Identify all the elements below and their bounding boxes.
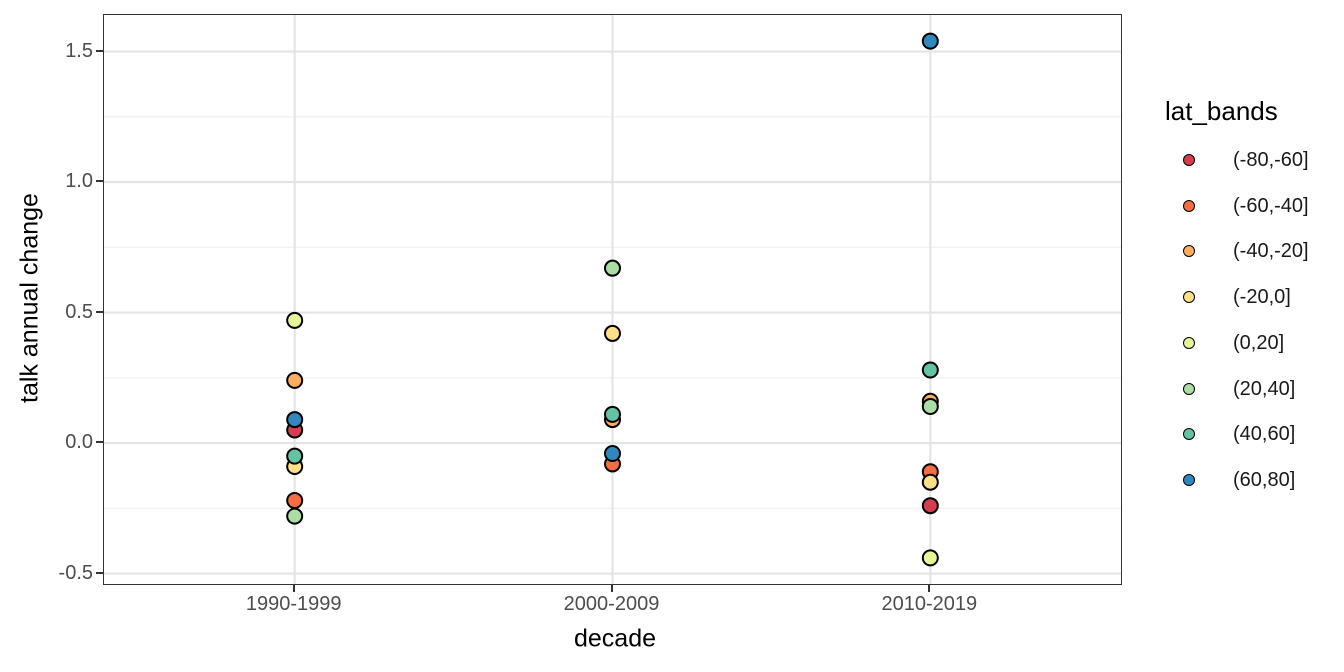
legend-item-label: (-20,0] [1233,286,1291,309]
plot-panel [103,14,1122,585]
x-tick-mark [292,584,295,592]
y-tick-mark [96,180,103,183]
data-point [286,491,304,509]
legend-key-icon [1183,291,1195,304]
legend-key-icon [1183,382,1195,395]
legend-item-label: (20,40] [1233,377,1296,400]
y-tick-mark [96,441,103,444]
legend-item: (40,60] [1165,422,1340,446]
legend-item: (-40,-20] [1165,239,1340,263]
legend-item: (-20,0] [1165,285,1340,309]
legend-title: lat_bands [1165,96,1278,126]
legend-key-icon [1183,154,1195,166]
y-tick-label: 1.0 [65,170,93,193]
plot-canvas [104,15,1121,584]
data-point [921,32,939,50]
legend: lat_bands (-80,-60] (-60,-40] (-40,-20] (-2… [1165,96,1340,516]
data-point [921,549,939,567]
data-point [921,473,939,491]
data-point [286,507,304,525]
data-point [604,444,621,462]
y-tick-label: 1.5 [65,39,93,62]
legend-item-label: (40,60] [1233,423,1296,446]
legend-item: (20,40] [1165,377,1340,401]
y-tick-mark [96,571,103,574]
data-point [286,371,304,389]
data-point [604,259,621,277]
data-point [921,398,939,416]
y-tick-label: -0.5 [58,561,93,584]
data-point [921,497,939,515]
y-tick-label: 0.5 [65,300,93,323]
legend-item-label: (60,80] [1233,468,1296,491]
legend-key-icon [1183,199,1195,212]
legend-key-icon [1183,428,1195,441]
x-tick-mark [928,584,931,592]
data-point [921,361,939,379]
legend-item-label: (-60,-40] [1233,194,1309,217]
x-tick-label: 2000-2009 [563,593,660,615]
data-point [604,405,621,423]
legend-key-icon [1183,473,1195,486]
data-point [286,411,304,429]
data-point [286,311,304,329]
legend-item: (60,80] [1165,468,1340,492]
y-tick-label: 0.0 [65,431,93,454]
x-tick-label: 1990-1999 [245,593,342,615]
legend-item-label: (-40,-20] [1233,240,1309,263]
x-tick-label: 2010-2019 [881,593,978,615]
x-tick-mark [610,584,613,592]
data-point [604,324,621,342]
legend-item-label: (-80,-60] [1233,149,1309,171]
legend-item: (-60,-40] [1165,194,1340,218]
legend-key-icon [1183,336,1195,349]
y-tick-mark [96,310,103,313]
legend-item: (-80,-60] [1165,148,1340,172]
legend-item-label: (0,20] [1233,331,1285,354]
legend-key-icon [1183,245,1195,258]
legend-item: (0,20] [1165,331,1340,355]
y-axis-title: talk annual change [15,193,44,403]
y-tick-mark [96,49,103,52]
data-point [286,447,304,465]
x-axis-title: decade [573,624,657,653]
